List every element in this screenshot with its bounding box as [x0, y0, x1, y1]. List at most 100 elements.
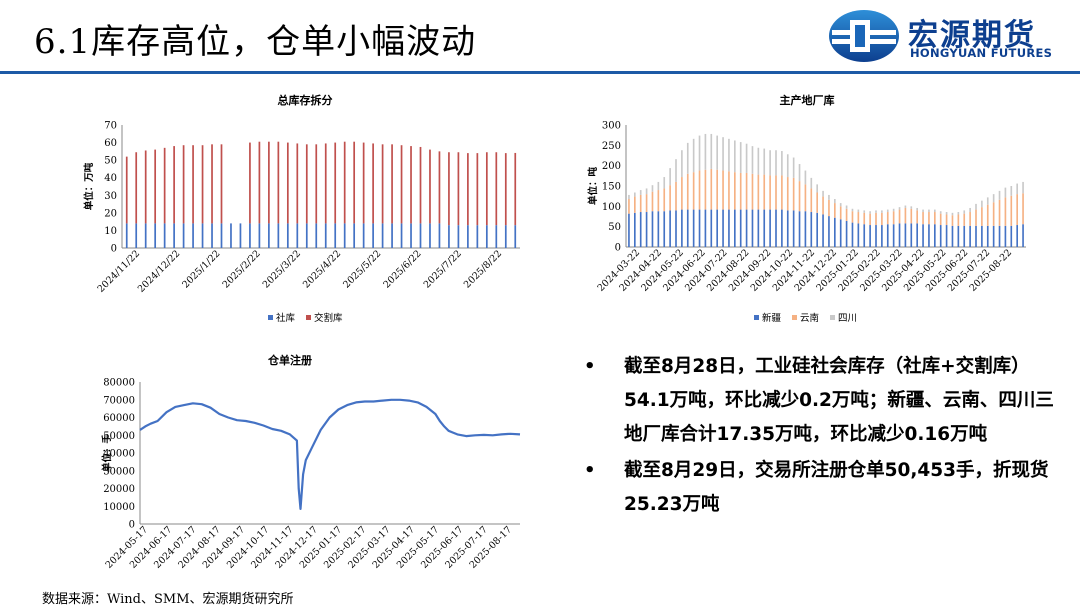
bar-交割库	[277, 141, 280, 224]
bar-新疆	[904, 223, 907, 247]
bar-云南	[786, 177, 789, 211]
bar-四川	[828, 194, 830, 200]
bar-新疆	[769, 209, 771, 247]
bar-云南	[663, 188, 666, 212]
bar-四川	[869, 211, 871, 214]
bar-四川	[986, 197, 989, 205]
y-tick-label: 0	[615, 243, 621, 254]
bullet-text: 截至8月29日，交易所注册仓单50,453手，折现货25.23万吨	[624, 460, 1049, 515]
bar-交割库	[201, 145, 204, 224]
bar-云南	[986, 204, 989, 226]
bar-云南	[645, 194, 648, 213]
bar-交割库	[315, 144, 318, 224]
bar-四川	[1016, 183, 1018, 195]
bar-云南	[745, 172, 748, 210]
summary-bullets: • 截至8月28日，工业硅社会库存（社库+交割库）54.1万吨，环比减少0.2万…	[578, 350, 1058, 524]
legend-label: 新疆	[762, 312, 782, 324]
bar-新疆	[657, 211, 660, 247]
bar-社库	[381, 223, 384, 248]
total-inventory-chart: 总库存拆分 0 10 20 30 40 50 60 70 单位：万吨 2024/11/22 2024/…	[80, 90, 550, 330]
bar-交割库	[353, 141, 356, 224]
bar-交割库	[135, 152, 138, 224]
bar-四川	[769, 150, 771, 176]
bar-云南	[998, 199, 1001, 226]
bar-新疆	[792, 210, 795, 247]
bar-云南	[881, 212, 883, 226]
bar-社库	[495, 225, 498, 248]
bar-云南	[857, 212, 860, 224]
y-tick-label: 50	[608, 222, 621, 233]
bullet-text: 截至8月28日，工业硅社会库存（社库+交割库）54.1万吨，环比减少0.2万吨；…	[624, 356, 1054, 445]
bar-四川	[698, 135, 701, 171]
bar-新疆	[845, 220, 848, 247]
bar-新疆	[663, 211, 666, 247]
page-title: 6.1库存高位，仓单小幅波动	[34, 22, 477, 62]
bar-新疆	[722, 209, 724, 247]
bar-四川	[751, 146, 754, 174]
bar-云南	[681, 177, 683, 210]
bar-云南	[904, 207, 907, 224]
bar-社库	[182, 223, 185, 248]
legend-label: 社库	[276, 312, 296, 324]
bar-云南	[698, 170, 701, 210]
bar-新疆	[910, 223, 913, 247]
bar-交割库	[268, 141, 270, 224]
bar-云南	[839, 206, 842, 220]
bar-四川	[910, 206, 913, 209]
bar-新疆	[681, 209, 683, 247]
bar-社库	[438, 223, 441, 248]
bar-社库	[343, 223, 346, 248]
bar-新疆	[892, 224, 895, 247]
bar-云南	[710, 168, 713, 210]
bar-社库	[239, 223, 242, 248]
y-tick-label: 0	[111, 244, 117, 255]
y-tick-label: 70	[104, 121, 117, 132]
y-tick-label: 200	[602, 161, 621, 172]
bar-四川	[645, 188, 648, 195]
bar-交割库	[220, 144, 223, 224]
bar-社库	[201, 223, 204, 248]
bar-社库	[429, 223, 431, 248]
bar-四川	[851, 208, 854, 212]
bar-新疆	[745, 209, 748, 247]
bar-云南	[728, 171, 730, 210]
bar-新疆	[951, 225, 954, 247]
chart-title: 仓单注册	[267, 353, 312, 367]
bar-四川	[922, 209, 924, 213]
y-axis-label: 单位：手	[101, 434, 113, 473]
y-tick-label: 40000	[103, 449, 135, 460]
legend-swatch	[830, 315, 835, 320]
bar-四川	[839, 203, 842, 207]
bar-交割库	[343, 141, 346, 224]
bar-新疆	[886, 224, 889, 247]
bar-四川	[675, 159, 677, 182]
bar-云南	[898, 209, 901, 224]
bar-四川	[639, 190, 642, 195]
bar-交割库	[514, 152, 517, 226]
bar-新疆	[775, 209, 777, 247]
bar-新疆	[916, 223, 918, 247]
bar-交割库	[154, 149, 157, 224]
bar-云南	[810, 188, 813, 213]
bar-社库	[400, 223, 403, 248]
summary-bullet: • 截至8月28日，工业硅社会库存（社库+交割库）54.1万吨，环比减少0.2万…	[578, 350, 1058, 452]
bar-四川	[634, 192, 636, 197]
bar-社库	[230, 223, 232, 248]
bar-四川	[951, 212, 954, 216]
bar-交割库	[296, 143, 299, 224]
bar-社库	[514, 225, 517, 248]
bar-云南	[1016, 194, 1018, 226]
y-tick-label: 100	[602, 202, 621, 213]
bar-新疆	[628, 213, 630, 247]
y-tick-label: 30	[104, 191, 117, 202]
bar-社库	[476, 225, 479, 248]
bar-云南	[992, 202, 995, 226]
bar-云南	[775, 175, 777, 210]
bar-新疆	[692, 209, 695, 247]
y-tick-label: 50000	[103, 431, 135, 442]
y-tick-label: 250	[602, 141, 621, 152]
bar-交割库	[476, 153, 479, 226]
bar-交割库	[495, 152, 498, 226]
bar-云南	[704, 169, 707, 210]
bar-新疆	[786, 210, 789, 247]
